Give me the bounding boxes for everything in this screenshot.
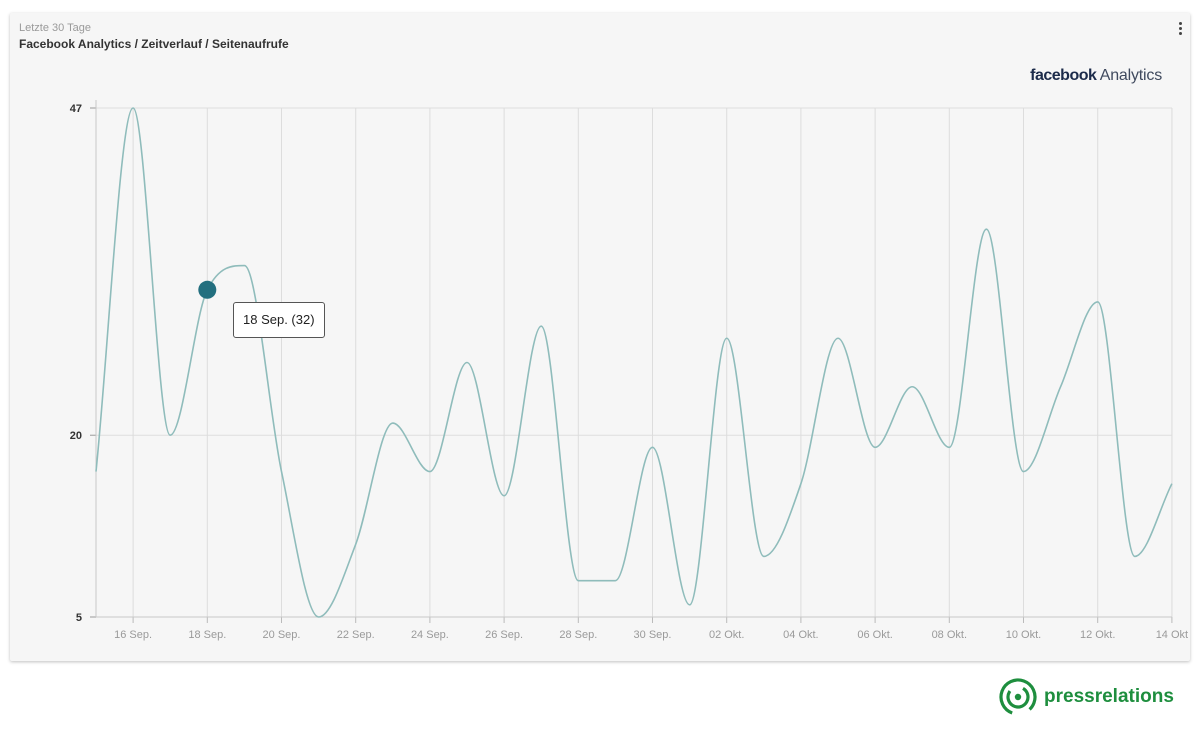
x-tick-label: 24 Sep.: [411, 629, 449, 641]
x-tick-label: 30 Sep.: [634, 629, 672, 641]
data-point: [93, 469, 99, 475]
data-point: [650, 444, 656, 450]
brand-analytics: Analytics: [1099, 67, 1162, 84]
data-point: [538, 323, 544, 329]
x-tick-label: 16 Sep.: [114, 629, 152, 641]
facebook-analytics-logo: facebook Analytics: [1030, 67, 1162, 85]
data-point: [390, 420, 396, 426]
pressrelations-logo-icon: [999, 678, 1037, 716]
data-point: [872, 444, 878, 450]
data-point: [909, 384, 915, 390]
series-line: [95, 107, 1173, 618]
x-tick-label: 28 Sep.: [559, 629, 597, 641]
widget-subtitle: Letzte 30 Tage: [19, 22, 91, 34]
data-points: [93, 105, 1175, 620]
x-tick-label: 06 Okt.: [857, 629, 892, 641]
x-tick-label: 14 Okt: [1156, 629, 1188, 641]
pressrelations-logo-text: pressrelations: [1044, 686, 1174, 707]
data-point: [427, 469, 433, 475]
x-tick-label: 04 Okt.: [783, 629, 818, 641]
data-point: [353, 541, 359, 547]
chart-card: [10, 13, 1190, 661]
x-tick-label: 08 Okt.: [932, 629, 967, 641]
chart-grid: [96, 107, 1173, 618]
brand-facebook: facebook: [1030, 67, 1097, 84]
y-tick-label: 20: [70, 430, 82, 442]
data-point: [464, 360, 470, 366]
data-point: [1132, 553, 1138, 559]
axis-labels: 5 20 47 16 Sep. 18 Sep. 20 Sep. 22 Sep. 24 Sep.…: [70, 103, 1188, 641]
data-point: [575, 578, 581, 584]
data-point: [835, 335, 841, 341]
data-point: [241, 263, 247, 269]
x-tick-label: 26 Sep.: [485, 629, 523, 641]
x-tick-label: 02 Okt.: [709, 629, 744, 641]
data-point: [1095, 299, 1101, 305]
x-tick-label: 10 Okt.: [1006, 629, 1041, 641]
data-point: [687, 602, 693, 608]
data-point: [316, 614, 322, 620]
data-point: [279, 469, 285, 475]
data-point: [983, 226, 989, 232]
data-point: [1058, 384, 1064, 390]
data-point: [946, 444, 952, 450]
y-tick-label: 47: [70, 103, 82, 115]
data-point: [724, 335, 730, 341]
data-point: [1021, 469, 1027, 475]
data-point: [501, 493, 507, 499]
data-point: [130, 105, 136, 111]
tooltip: 18 Sep. (32): [233, 302, 325, 338]
more-vertical-icon[interactable]: [1171, 18, 1189, 38]
chart-axes: [90, 100, 1173, 623]
y-tick-label: 5: [76, 612, 82, 624]
x-tick-label: 12 Okt.: [1080, 629, 1115, 641]
data-point: [761, 553, 767, 559]
widget-title: Facebook Analytics / Zeitverlauf / Seite…: [19, 37, 289, 51]
x-tick-label: 18 Sep.: [188, 629, 226, 641]
highlighted-point: [198, 280, 217, 299]
data-point: [612, 578, 618, 584]
data-point: [1169, 481, 1175, 487]
data-point: [167, 432, 173, 438]
x-tick-label: 20 Sep.: [263, 629, 301, 641]
data-point: [798, 481, 804, 487]
x-tick-label: 22 Sep.: [337, 629, 375, 641]
